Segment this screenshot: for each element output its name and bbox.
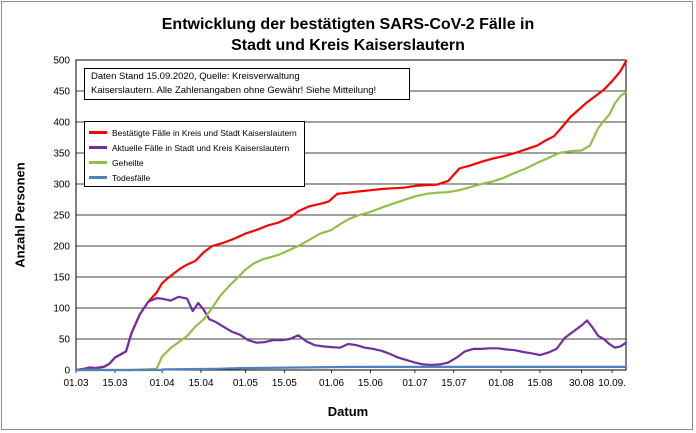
x-tick-label-15.03: 15.03 xyxy=(102,378,127,389)
series-line-aktuelle xyxy=(74,295,628,372)
x-tick-label-10.09.: 10.09. xyxy=(598,378,626,389)
series-line-todesfaelle xyxy=(74,365,628,372)
y-tick-label-450: 450 xyxy=(53,87,70,98)
chart-title: Entwicklung der bestätigten SARS-CoV-2 F… xyxy=(0,14,696,56)
x-tick-label-15.07: 15.07 xyxy=(441,378,466,389)
series-line-geheilte xyxy=(74,91,628,372)
legend-swatch-bestaetigte xyxy=(89,131,107,134)
y-tick-label-50: 50 xyxy=(59,335,71,346)
y-tick-label-200: 200 xyxy=(53,242,70,253)
legend-swatch-aktuelle xyxy=(89,146,107,149)
x-axis-label: Datum xyxy=(327,404,369,419)
data-source-note: Daten Stand 15.09.2020, Quelle: Kreisver… xyxy=(84,68,410,100)
note-line-1: Daten Stand 15.09.2020, Quelle: Kreisver… xyxy=(91,71,300,82)
note-line-2: Kaiserslautern. Alle Zahlenangaben ohne … xyxy=(91,85,377,96)
legend-label-geheilte: Geheilte xyxy=(112,157,144,168)
legend-label-aktuelle: Aktuelle Fälle in Stadt und Kreis Kaiser… xyxy=(112,142,290,153)
x-tick-label-15.06: 15.06 xyxy=(358,378,383,389)
y-tick-label-0: 0 xyxy=(64,366,70,377)
legend-label-bestaetigte: Bestätigte Fälle in Kreis und Stadt Kais… xyxy=(112,127,297,138)
x-tick-label-01.03: 01.03 xyxy=(63,378,88,389)
y-tick-label-150: 150 xyxy=(53,273,70,284)
x-tick-label-01.07: 01.07 xyxy=(402,378,427,389)
legend-item-aktuelle: Aktuelle Fälle in Stadt und Kreis Kaiser… xyxy=(89,140,300,155)
legend-item-todesfaelle: Todesfälle xyxy=(89,170,300,185)
x-tick-label-15.05: 15.05 xyxy=(272,378,297,389)
y-tick-label-350: 350 xyxy=(53,149,70,160)
x-tick-label-15.08: 15.08 xyxy=(527,378,552,389)
legend-item-geheilte: Geheilte xyxy=(89,155,300,170)
legend-swatch-todesfaelle xyxy=(89,176,107,179)
y-tick-label-300: 300 xyxy=(53,180,70,191)
legend-item-bestaetigte: Bestätigte Fälle in Kreis und Stadt Kais… xyxy=(89,125,300,140)
y-tick-label-400: 400 xyxy=(53,118,70,129)
chart-title-line-1: Entwicklung der bestätigten SARS-CoV-2 F… xyxy=(161,16,535,33)
x-tick-label-01.06: 01.06 xyxy=(319,378,344,389)
series-line-bestaetigte xyxy=(74,60,628,372)
legend: Bestätigte Fälle in Kreis und Stadt Kais… xyxy=(84,121,305,187)
x-tick-label-01.08: 01.08 xyxy=(488,378,513,389)
x-tick-label-01.05: 01.05 xyxy=(233,378,258,389)
x-tick-label-15.04: 15.04 xyxy=(188,378,213,389)
legend-swatch-geheilte xyxy=(89,161,107,164)
legend-label-todesfaelle: Todesfälle xyxy=(112,172,151,183)
x-tick-label-01.04: 01.04 xyxy=(150,378,175,389)
x-tick-label-30.08: 30.08 xyxy=(569,378,594,389)
y-tick-label-500: 500 xyxy=(53,56,70,67)
y-tick-label-100: 100 xyxy=(53,304,70,315)
chart-title-line-2: Stadt und Kreis Kaiserslautern xyxy=(231,37,465,54)
y-tick-label-250: 250 xyxy=(53,211,70,222)
